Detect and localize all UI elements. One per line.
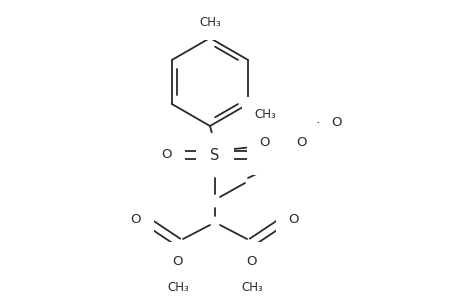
Text: S: S [210,148,219,163]
Text: O: O [288,214,299,226]
Text: O: O [296,136,307,149]
Text: O: O [260,148,271,161]
Text: O: O [259,136,270,149]
Text: O: O [331,116,341,130]
Text: O: O [130,214,141,226]
Text: CH₃: CH₃ [167,281,189,295]
Text: CH₃: CH₃ [199,16,220,28]
Text: O: O [173,256,183,268]
Text: O: O [246,256,257,268]
Text: CH₃: CH₃ [241,281,262,295]
Text: O: O [162,148,172,161]
Text: CH₃: CH₃ [253,109,275,122]
